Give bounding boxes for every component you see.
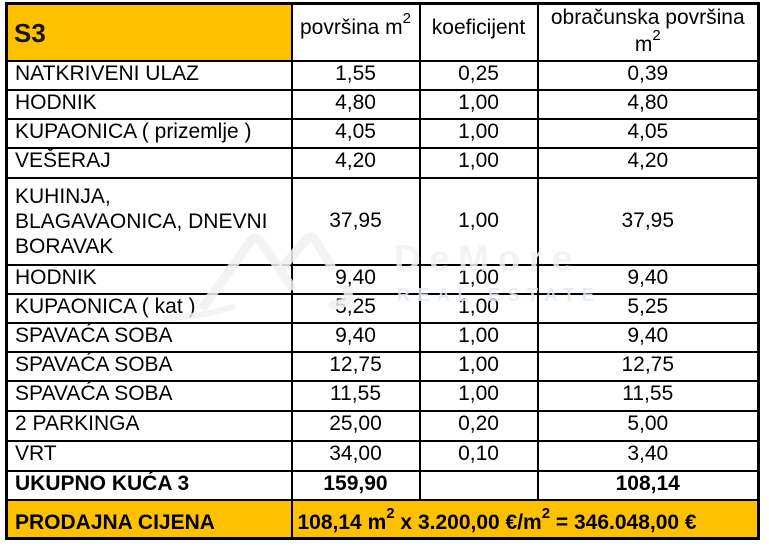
svg-text:DeMore: DeMore — [394, 238, 581, 279]
svg-text:REAL ESTATE: REAL ESTATE — [397, 285, 602, 305]
